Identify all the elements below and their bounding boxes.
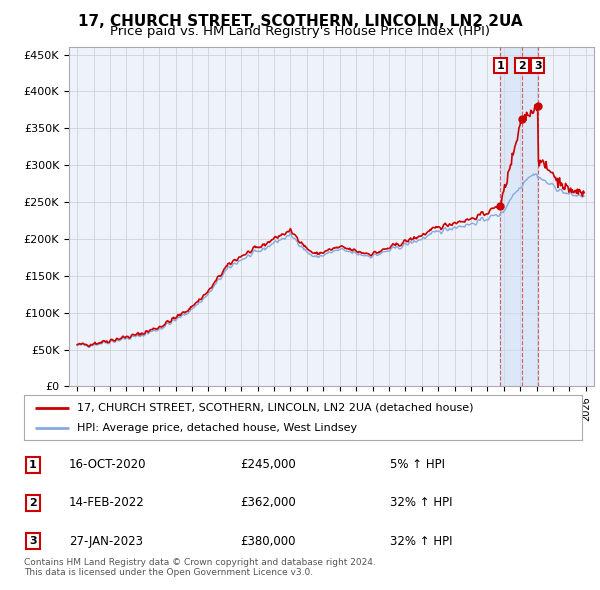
Text: 17, CHURCH STREET, SCOTHERN, LINCOLN, LN2 2UA (detached house): 17, CHURCH STREET, SCOTHERN, LINCOLN, LN… bbox=[77, 403, 473, 412]
Text: £380,000: £380,000 bbox=[240, 535, 296, 548]
Text: 16-OCT-2020: 16-OCT-2020 bbox=[69, 458, 146, 471]
Text: 32% ↑ HPI: 32% ↑ HPI bbox=[390, 535, 452, 548]
Text: £245,000: £245,000 bbox=[240, 458, 296, 471]
Text: 1: 1 bbox=[29, 460, 37, 470]
Text: 3: 3 bbox=[534, 61, 542, 71]
Text: 17, CHURCH STREET, SCOTHERN, LINCOLN, LN2 2UA: 17, CHURCH STREET, SCOTHERN, LINCOLN, LN… bbox=[77, 14, 523, 28]
Text: 14-FEB-2022: 14-FEB-2022 bbox=[69, 496, 145, 510]
Text: 32% ↑ HPI: 32% ↑ HPI bbox=[390, 496, 452, 510]
Text: 1: 1 bbox=[496, 61, 504, 71]
Bar bbox=[500, 47, 538, 386]
Text: Price paid vs. HM Land Registry's House Price Index (HPI): Price paid vs. HM Land Registry's House … bbox=[110, 25, 490, 38]
Text: 2: 2 bbox=[518, 61, 526, 71]
Text: 5% ↑ HPI: 5% ↑ HPI bbox=[390, 458, 445, 471]
Text: HPI: Average price, detached house, West Lindsey: HPI: Average price, detached house, West… bbox=[77, 424, 357, 434]
Text: Contains HM Land Registry data © Crown copyright and database right 2024.
This d: Contains HM Land Registry data © Crown c… bbox=[24, 558, 376, 577]
Text: 3: 3 bbox=[29, 536, 37, 546]
Text: 2: 2 bbox=[29, 498, 37, 508]
Text: 27-JAN-2023: 27-JAN-2023 bbox=[69, 535, 143, 548]
Text: £362,000: £362,000 bbox=[240, 496, 296, 510]
